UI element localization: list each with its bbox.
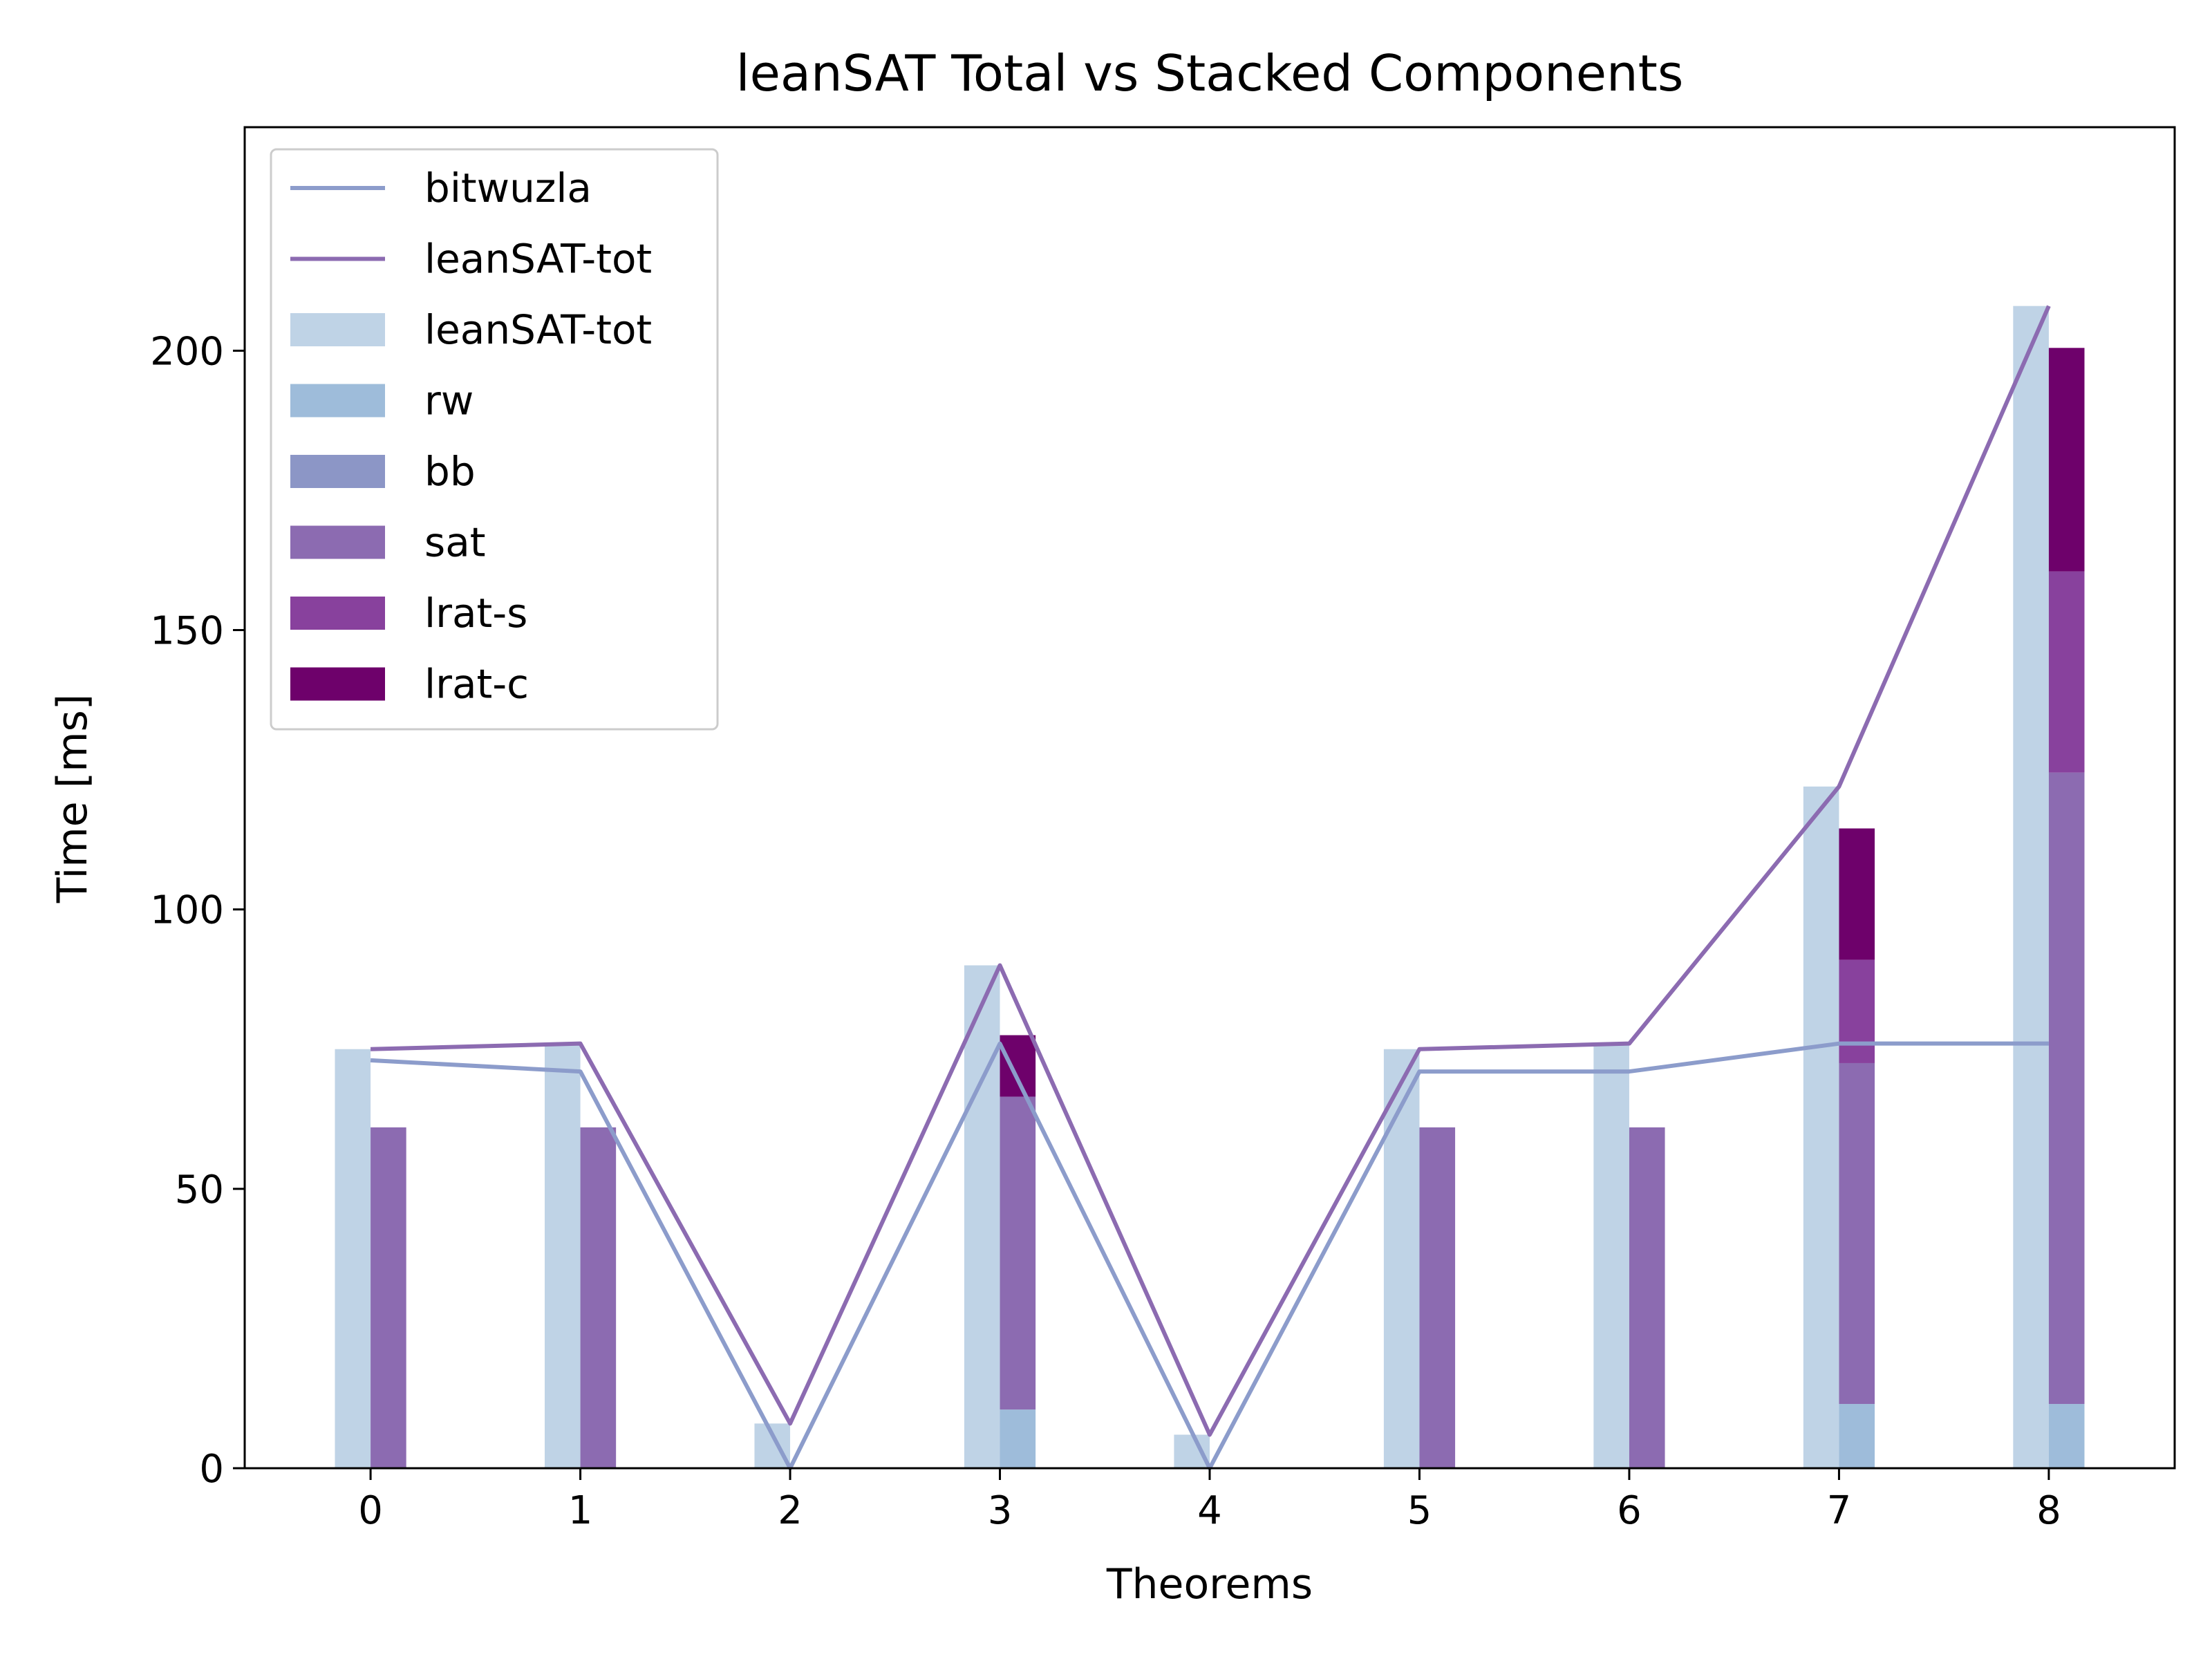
- bar-rw-8: [2049, 1404, 2085, 1468]
- x-tick-label-2: 2: [778, 1488, 803, 1533]
- bar-total-0: [335, 1049, 371, 1468]
- x-tick-label-6: 6: [1617, 1488, 1642, 1533]
- bar-lrat-c-8: [2049, 348, 2085, 571]
- x-tick-label-7: 7: [1827, 1488, 1852, 1533]
- legend-label-rw-bar: rw: [424, 377, 474, 424]
- bar-lrat-c-7: [1839, 828, 1875, 959]
- bar-total-8: [2013, 306, 2049, 1468]
- x-tick-label-1: 1: [568, 1488, 593, 1533]
- legend-swatch-lrat-c-bar: [290, 668, 385, 701]
- legend-label-leansat-tot-line: leanSAT-tot: [424, 236, 652, 283]
- x-tick-label-4: 4: [1197, 1488, 1222, 1533]
- bar-sat-7: [1839, 1063, 1875, 1404]
- bar-sat-3: [1000, 1096, 1036, 1409]
- y-tick-label-200: 200: [150, 329, 224, 374]
- y-tick-label-0: 0: [199, 1447, 224, 1492]
- bar-rw-3: [1000, 1409, 1036, 1468]
- bar-total-5: [1384, 1049, 1420, 1468]
- bar-sat-6: [1629, 1127, 1665, 1468]
- bar-total-4: [1174, 1435, 1210, 1469]
- bar-sat-1: [581, 1127, 617, 1468]
- y-tick-label-100: 100: [150, 888, 224, 933]
- bar-lrat-c-3: [1000, 1035, 1036, 1097]
- legend-label-sat-bar: sat: [424, 519, 486, 566]
- legend-label-leansat-tot-bar: leanSAT-tot: [424, 306, 652, 353]
- y-tick-label-50: 50: [175, 1168, 224, 1212]
- legend-swatch-sat-bar: [290, 526, 385, 559]
- legend-label-bb-bar: bb: [424, 448, 476, 495]
- x-axis-label: Theorems: [1106, 1560, 1313, 1609]
- bar-rw-7: [1839, 1404, 1875, 1468]
- y-tick-label-150: 150: [150, 609, 224, 654]
- legend-swatch-bb-bar: [290, 455, 385, 488]
- bar-total-6: [1593, 1044, 1629, 1468]
- legend-swatch-leansat-tot-bar: [290, 313, 385, 346]
- legend-swatch-rw-bar: [290, 384, 385, 418]
- bar-total-7: [1803, 787, 1839, 1468]
- x-tick-label-5: 5: [1407, 1488, 1432, 1533]
- legend-label-lrat-c-bar: lrat-c: [424, 661, 529, 708]
- chart-title: leanSAT Total vs Stacked Components: [736, 44, 1684, 102]
- x-tick-label-0: 0: [358, 1488, 383, 1533]
- bar-lrat-s-7: [1839, 959, 1875, 1063]
- legend-swatch-lrat-s-bar: [290, 597, 385, 630]
- legend-label-bitwuzla-line: bitwuzla: [424, 165, 592, 212]
- legend: bitwuzla leanSAT-tot leanSAT-tot rw bb sat lra…: [271, 149, 718, 729]
- x-tick-label-3: 3: [988, 1488, 1013, 1533]
- bar-sat-0: [371, 1127, 406, 1468]
- x-tick-label-8: 8: [2036, 1488, 2061, 1533]
- y-axis-label: Time [ms]: [48, 694, 97, 903]
- bar-sat-5: [1419, 1127, 1455, 1468]
- legend-label-lrat-s-bar: lrat-s: [424, 590, 527, 637]
- bar-sat-8: [2049, 773, 2085, 1404]
- bar-lrat-s-8: [2049, 572, 2085, 773]
- bar-total-3: [964, 966, 1000, 1469]
- bar-total-1: [545, 1044, 581, 1468]
